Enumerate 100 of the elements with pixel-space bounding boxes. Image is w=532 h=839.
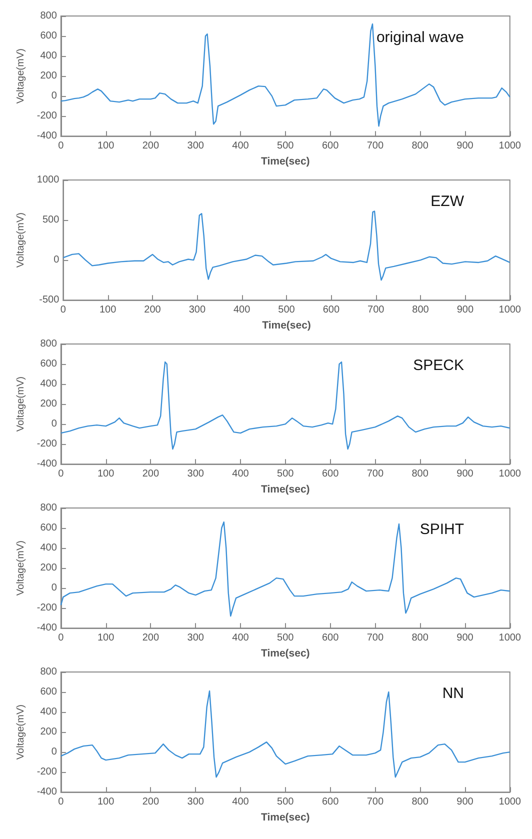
- y-tick-label: 600: [40, 30, 58, 42]
- line-series: [62, 210, 510, 281]
- x-tick-label: 1000: [498, 632, 522, 644]
- annotation: EZW: [430, 193, 465, 210]
- x-tick-label: 200: [142, 468, 160, 480]
- y-tick-label: 400: [40, 378, 58, 390]
- x-tick-label: 800: [412, 468, 429, 480]
- x-tick-label: 200: [144, 304, 162, 316]
- x-tick-label: 600: [322, 304, 340, 316]
- line-series: [60, 521, 510, 617]
- x-tick-label: 600: [322, 796, 340, 808]
- line-series: [60, 23, 510, 127]
- x-axis-title: Time(sec): [260, 648, 310, 660]
- x-tick-label: 300: [187, 796, 204, 808]
- x-tick-label: 400: [232, 632, 250, 644]
- y-tick-label: 200: [40, 398, 58, 410]
- x-tick-label: 100: [99, 304, 117, 316]
- y-tick-label: 600: [40, 686, 58, 698]
- y-tick-label: -200: [36, 602, 58, 614]
- x-tick-label: 900: [456, 304, 474, 316]
- y-axis-title: Voltage(mV): [16, 212, 26, 268]
- y-tick-label: -400: [36, 786, 58, 798]
- x-tick-label: 700: [366, 140, 384, 152]
- x-tick-label: 500: [277, 468, 294, 480]
- x-axis-title: Time(sec): [260, 156, 310, 168]
- y-axis-title: Voltage(mV): [16, 48, 26, 104]
- annotation: SPECK: [413, 357, 464, 374]
- x-tick-label: 700: [366, 468, 384, 480]
- x-tick-label: 500: [277, 796, 294, 808]
- y-tick-label: 0: [51, 582, 58, 594]
- x-axis-title: Time(sec): [260, 484, 310, 496]
- x-tick-label: 800: [412, 632, 429, 644]
- annotation: original wave: [376, 29, 464, 46]
- x-tick-label: 1000: [498, 468, 522, 480]
- y-tick-label: 0: [51, 746, 58, 758]
- x-axis-title: Time(sec): [262, 320, 311, 332]
- x-tick-label: 500: [277, 140, 294, 152]
- x-tick-label: 300: [187, 632, 204, 644]
- x-tick-label: 500: [277, 632, 294, 644]
- x-tick-label: 400: [232, 468, 250, 480]
- x-tick-label: 100: [97, 796, 115, 808]
- y-tick-label: -400: [36, 130, 58, 142]
- y-tick-label: 800: [40, 502, 58, 514]
- y-tick-label: -400: [36, 622, 58, 634]
- x-axis-title: Time(sec): [260, 812, 310, 824]
- x-tick-label: 600: [322, 632, 340, 644]
- x-tick-label: 600: [322, 468, 340, 480]
- y-tick-label: -200: [36, 110, 58, 122]
- x-tick-label: 800: [412, 304, 430, 316]
- y-axis-title: Voltage(mV): [16, 376, 26, 432]
- x-tick-label: 400: [232, 796, 250, 808]
- x-tick-label: 1000: [498, 304, 522, 316]
- y-tick-label: 800: [40, 338, 58, 350]
- x-tick-label: 900: [456, 632, 474, 644]
- x-tick-label: 200: [142, 796, 160, 808]
- line-series: [60, 361, 510, 450]
- x-tick-label: 600: [322, 140, 340, 152]
- y-tick-label: 400: [40, 50, 58, 62]
- x-tick-label: 700: [366, 796, 384, 808]
- y-tick-label: 400: [40, 706, 58, 718]
- y-axis-title: Voltage(mV): [16, 704, 26, 760]
- x-tick-label: 700: [366, 632, 384, 644]
- x-tick-label: 1000: [498, 796, 522, 808]
- annotation: NN: [442, 685, 464, 702]
- y-tick-label: 200: [40, 70, 58, 82]
- x-tick-label: 300: [187, 468, 204, 480]
- y-tick-label: -500: [39, 294, 60, 306]
- y-tick-label: 400: [40, 542, 58, 554]
- y-tick-label: 0: [51, 418, 58, 430]
- y-tick-label: 1000: [36, 174, 60, 186]
- y-tick-label: 200: [40, 726, 58, 738]
- x-tick-label: 300: [188, 304, 206, 316]
- y-tick-label: 800: [40, 666, 58, 678]
- y-tick-label: 500: [42, 214, 60, 226]
- x-tick-label: 300: [187, 140, 204, 152]
- x-tick-label: 800: [412, 796, 429, 808]
- x-tick-label: 100: [97, 632, 115, 644]
- x-tick-label: 200: [142, 632, 160, 644]
- y-tick-label: 600: [40, 358, 58, 370]
- x-tick-label: 900: [456, 796, 474, 808]
- x-tick-label: 400: [233, 304, 251, 316]
- y-tick-label: -200: [36, 438, 58, 450]
- x-tick-label: 100: [97, 468, 115, 480]
- x-tick-label: 200: [142, 140, 160, 152]
- y-tick-label: 0: [51, 90, 58, 102]
- y-tick-label: -400: [36, 458, 58, 470]
- x-tick-label: 100: [97, 140, 115, 152]
- y-axis-title: Voltage(mV): [16, 540, 26, 596]
- x-tick-label: 1000: [498, 140, 522, 152]
- y-tick-label: 0: [54, 254, 60, 266]
- x-tick-label: 800: [412, 140, 429, 152]
- y-tick-label: 800: [40, 10, 58, 22]
- x-tick-label: 500: [278, 304, 296, 316]
- x-tick-label: 400: [232, 140, 250, 152]
- x-tick-label: 900: [456, 140, 474, 152]
- y-tick-label: -200: [36, 766, 58, 778]
- x-tick-label: 900: [456, 468, 474, 480]
- x-tick-label: 700: [368, 304, 385, 316]
- y-tick-label: 600: [40, 522, 58, 534]
- y-tick-label: 200: [40, 562, 58, 574]
